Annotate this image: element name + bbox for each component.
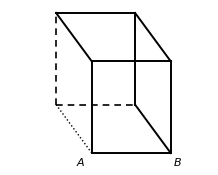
Text: A: A	[77, 158, 84, 168]
Text: B: B	[173, 158, 181, 168]
